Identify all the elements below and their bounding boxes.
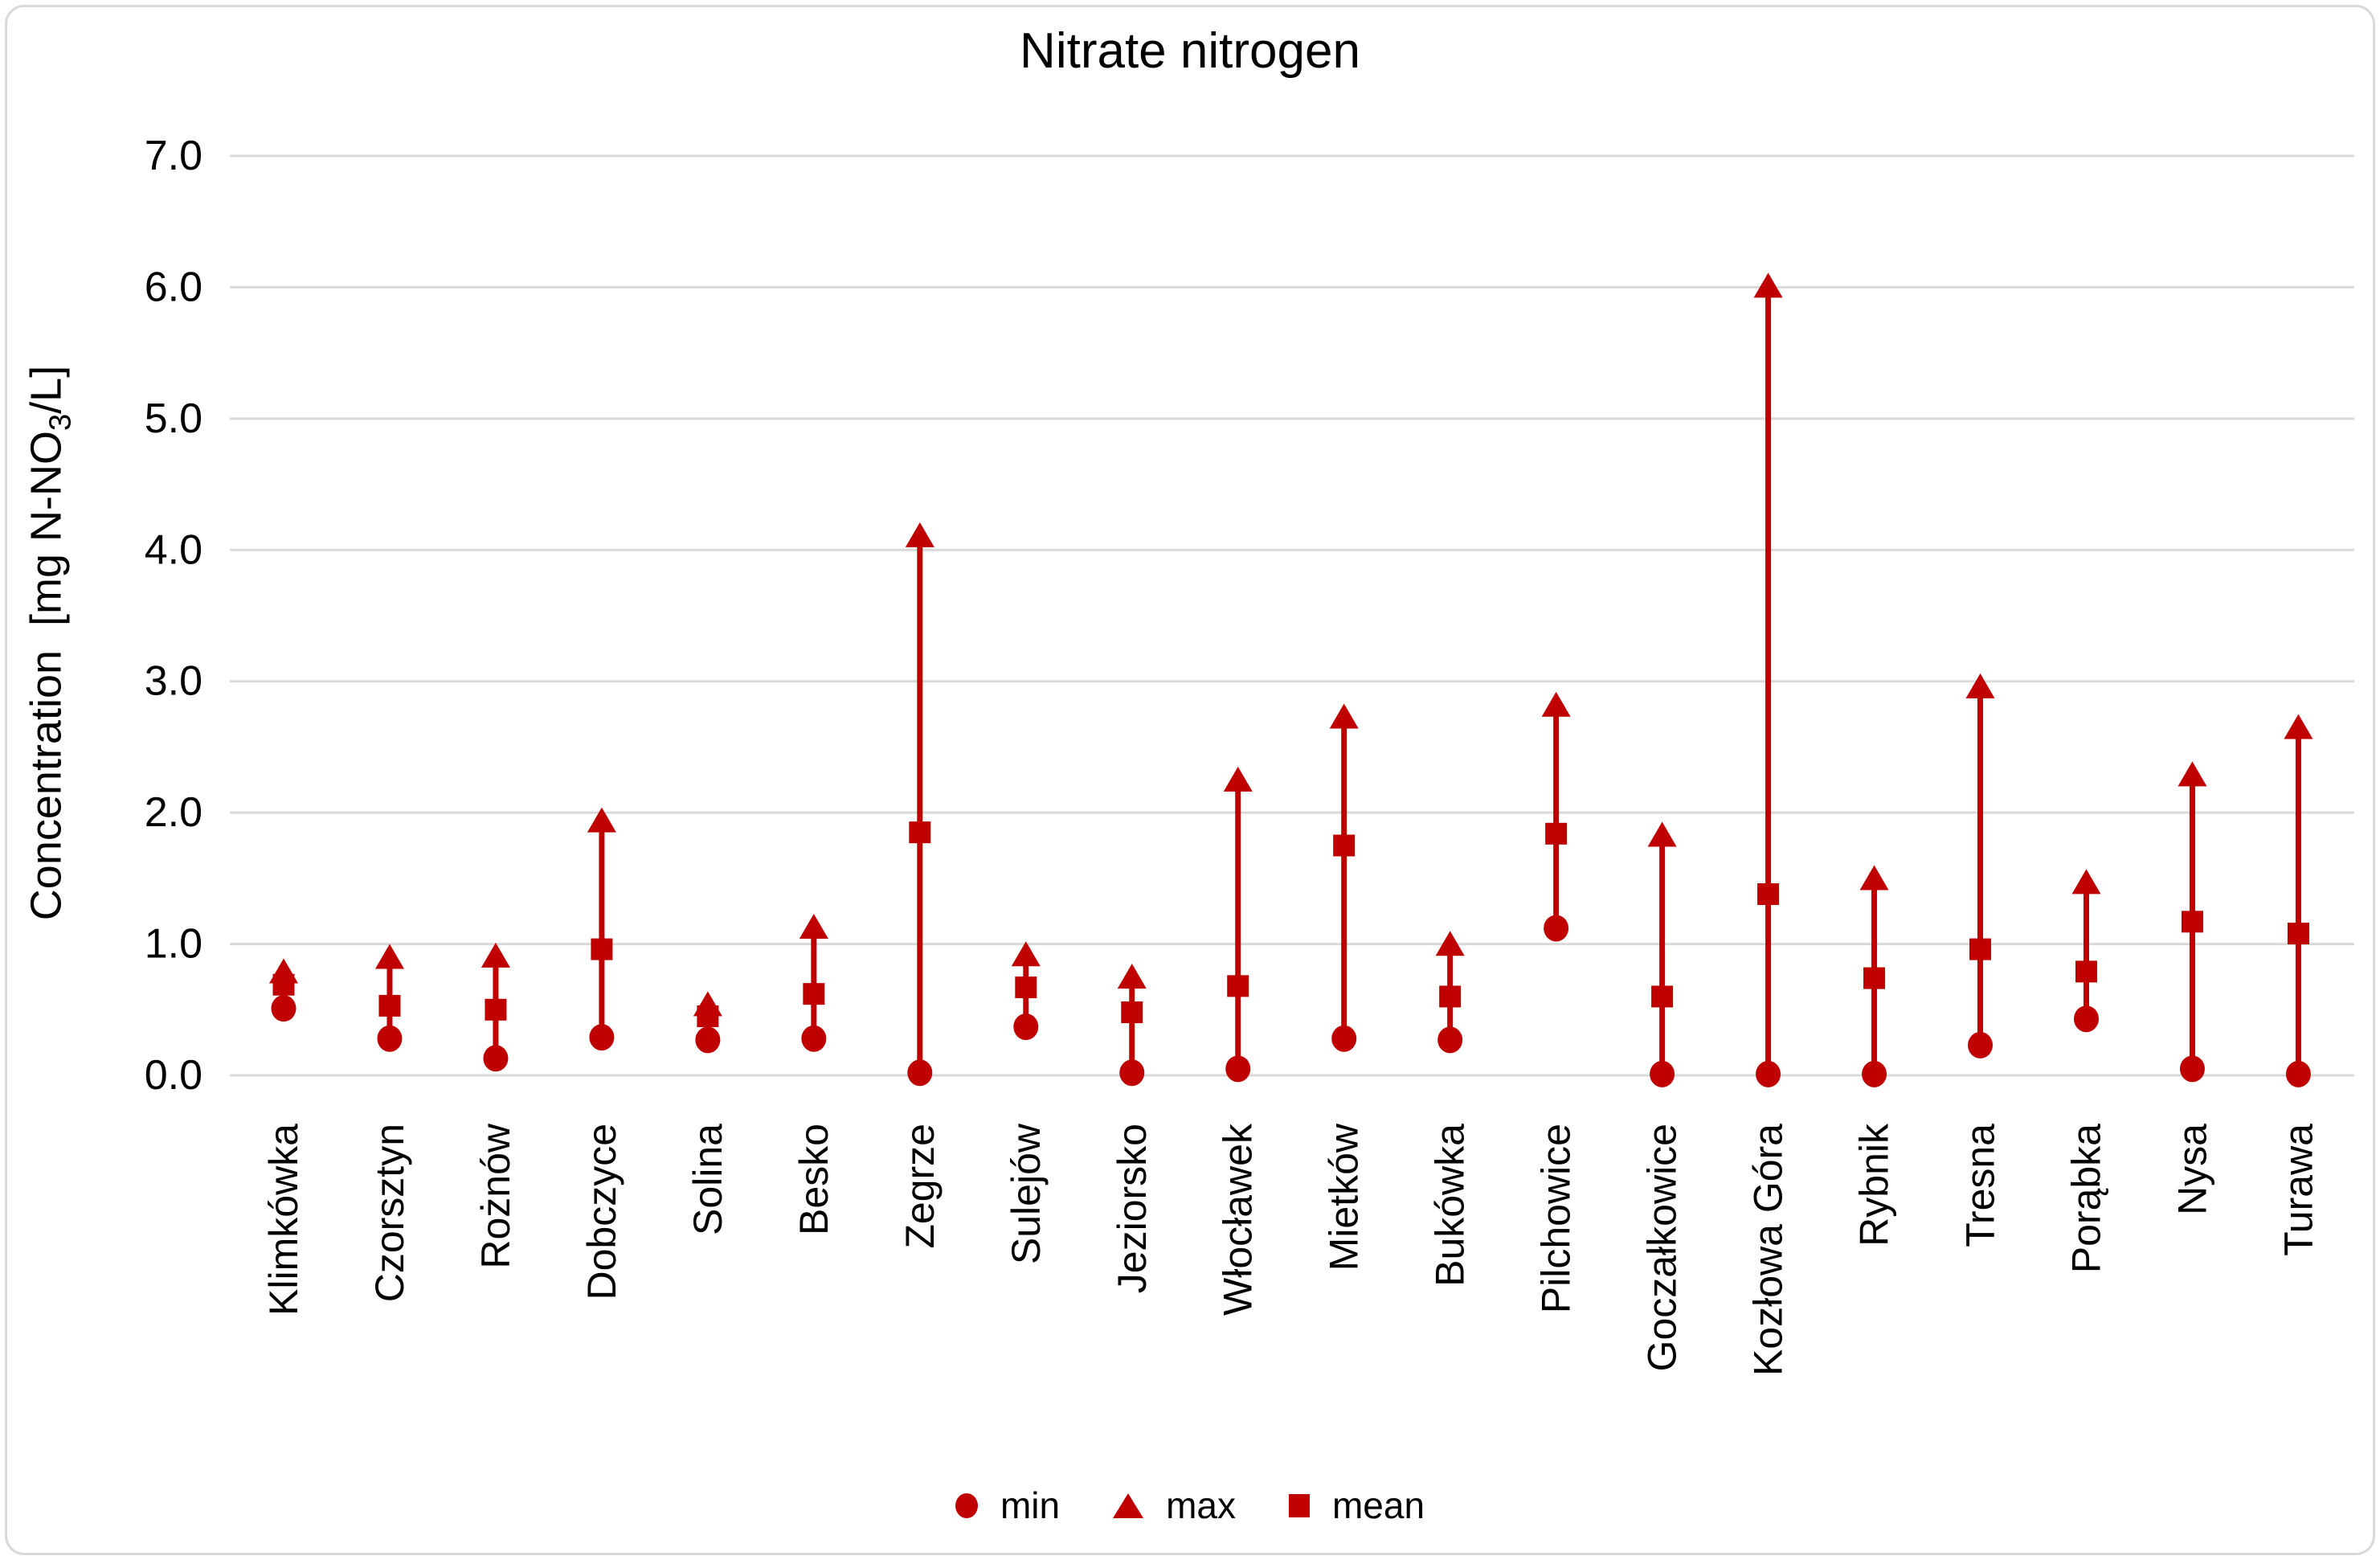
- min-marker: [1437, 1026, 1463, 1054]
- min-legend-marker-circle-icon: [955, 1492, 978, 1518]
- max-marker: [1541, 691, 1571, 717]
- mean-marker: [485, 998, 507, 1021]
- y-tick-label: 6.0: [145, 264, 202, 310]
- y-tick-label: 4.0: [145, 526, 202, 573]
- legend-item-mean: mean: [1288, 1484, 1425, 1527]
- min-marker: [1968, 1031, 1994, 1058]
- legend-item-max: max: [1113, 1484, 1236, 1527]
- x-tick-label: Nysa: [2169, 1124, 2214, 1215]
- mean-legend-marker-square-icon: [1288, 1493, 1310, 1517]
- mean-marker: [1757, 882, 1780, 905]
- min-marker: [2285, 1060, 2311, 1087]
- min-marker: [271, 995, 296, 1022]
- max-marker: [1329, 703, 1359, 729]
- x-tick-label: Sulejów: [1004, 1123, 1049, 1264]
- mean-marker: [1121, 1001, 1143, 1024]
- legend-label-mean: mean: [1331, 1484, 1425, 1526]
- mean-marker: [272, 973, 295, 996]
- min-marker: [1119, 1059, 1145, 1087]
- mean-marker: [1439, 985, 1462, 1008]
- x-tick-label: Czorsztyn: [367, 1124, 412, 1302]
- x-tick-label: Mietków: [1322, 1123, 1367, 1271]
- min-marker: [1544, 915, 1569, 942]
- x-tick-label: Rybnik: [1852, 1123, 1897, 1247]
- mean-marker: [1651, 985, 1674, 1008]
- x-tick-label: Tresna: [1958, 1124, 2003, 1247]
- max-marker: [2071, 869, 2101, 895]
- max-marker: [1965, 673, 1995, 698]
- max-marker: [1117, 964, 1147, 989]
- x-tick-label: Porąbka: [2063, 1124, 2108, 1273]
- mean-marker: [697, 1005, 719, 1027]
- x-tick-label: Bukówka: [1428, 1124, 1473, 1287]
- min-marker: [2073, 1005, 2099, 1033]
- min-marker: [1862, 1060, 1887, 1087]
- max-marker: [1859, 865, 1889, 891]
- min-marker: [377, 1025, 403, 1052]
- x-tick-label: Goczałkowice: [1640, 1124, 1685, 1371]
- min-marker: [2179, 1055, 2205, 1083]
- max-marker: [480, 942, 510, 968]
- x-tick-label: Kozłowa Góra: [1746, 1124, 1791, 1376]
- mean-marker: [2287, 922, 2309, 944]
- x-tick-label: Solina: [685, 1124, 730, 1235]
- x-tick-label: Besko: [791, 1124, 836, 1235]
- min-marker: [1013, 1013, 1039, 1041]
- min-marker: [1756, 1060, 1781, 1087]
- max-marker: [1223, 766, 1253, 792]
- mean-marker: [378, 994, 401, 1017]
- x-tick-label: Zegrze: [898, 1124, 943, 1249]
- max-marker: [587, 807, 616, 833]
- y-tick-label: 5.0: [145, 395, 202, 442]
- max-legend-marker-triangle-icon: [1113, 1492, 1144, 1518]
- mean-marker: [1863, 967, 1886, 989]
- min-marker: [589, 1024, 615, 1051]
- max-marker: [374, 944, 404, 969]
- y-tick-label: 1.0: [145, 921, 202, 968]
- y-tick-label: 3.0: [145, 658, 202, 705]
- legend: min max mean: [0, 1469, 2380, 1542]
- min-marker: [1225, 1055, 1251, 1083]
- y-tick-label: 2.0: [145, 789, 202, 836]
- legend-label-max: max: [1166, 1484, 1236, 1526]
- min-marker: [695, 1026, 721, 1054]
- mean-marker: [1227, 975, 1249, 997]
- mean-marker: [2181, 911, 2203, 933]
- max-marker: [1011, 941, 1041, 967]
- mean-marker: [2075, 960, 2097, 983]
- max-marker: [1753, 272, 1783, 298]
- min-marker: [1650, 1060, 1675, 1087]
- mean-marker: [1015, 977, 1037, 999]
- max-marker: [905, 522, 934, 547]
- min-marker: [1331, 1025, 1357, 1052]
- x-tick-label: Pilchowice: [1534, 1124, 1579, 1313]
- x-tick-label: Włocławek: [1216, 1123, 1261, 1316]
- x-tick-label: Turawa: [2276, 1124, 2321, 1256]
- x-tick-label: Rożnów: [473, 1123, 518, 1269]
- min-marker: [483, 1045, 509, 1072]
- mean-marker: [1333, 834, 1356, 857]
- x-tick-label: Dobczyce: [579, 1124, 624, 1300]
- max-marker: [2284, 714, 2313, 739]
- mean-marker: [1969, 938, 1992, 960]
- max-marker: [1435, 931, 1465, 956]
- min-marker: [907, 1059, 933, 1087]
- mean-marker: [591, 938, 613, 960]
- mean-marker: [803, 983, 825, 1005]
- x-tick-label: Klimkówka: [261, 1124, 306, 1316]
- x-tick-label: Jeziorsko: [1110, 1124, 1155, 1293]
- y-tick-label: 7.0: [145, 133, 202, 179]
- min-marker: [801, 1025, 827, 1052]
- max-marker: [1647, 821, 1677, 847]
- chart-title: Nitrate nitrogen: [1020, 23, 1360, 79]
- mean-marker: [1545, 822, 1568, 845]
- legend-item-min: min: [955, 1484, 1060, 1527]
- mean-marker: [909, 821, 931, 844]
- max-marker: [2178, 761, 2207, 787]
- max-marker: [799, 913, 828, 939]
- y-tick-label: 0.0: [145, 1052, 202, 1099]
- legend-label-min: min: [1000, 1484, 1061, 1526]
